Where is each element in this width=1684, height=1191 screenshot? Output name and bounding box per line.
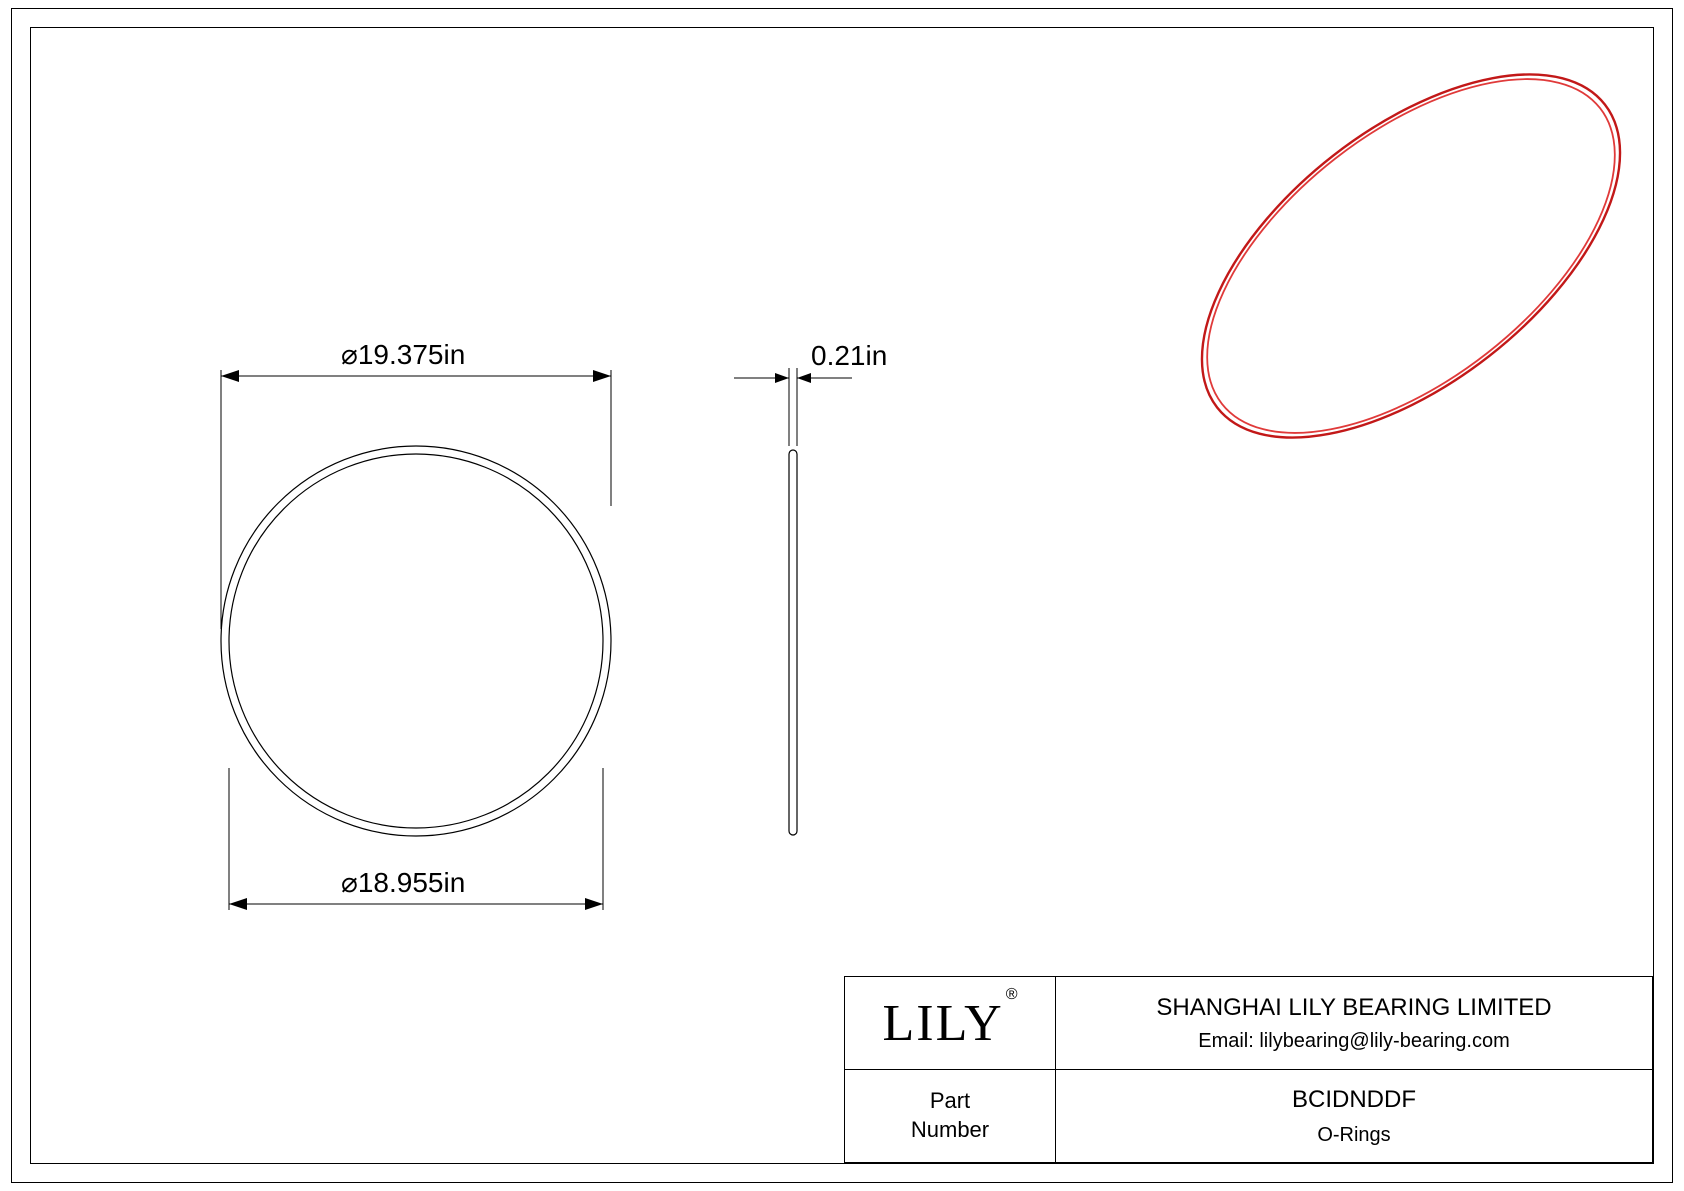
inner-frame: ⌀19.375in ⌀18.955in 0.21in LILY® SHANGHA… (30, 27, 1654, 1164)
part-number-value-cell: BCIDNDDF O-Rings (1056, 1070, 1653, 1163)
title-block-logo-cell: LILY® (845, 977, 1056, 1070)
company-name: SHANGHAI LILY BEARING LIMITED (1056, 990, 1652, 1026)
part-number: BCIDNDDF (1056, 1081, 1652, 1119)
part-number-label-line2: Number (845, 1116, 1055, 1145)
company-logo-text: LILY (883, 995, 1004, 1052)
part-number-label-cell: Part Number (845, 1070, 1056, 1163)
dimension-inner-diameter: ⌀18.955in (341, 866, 465, 899)
title-block-company-cell: SHANGHAI LILY BEARING LIMITED Email: lil… (1056, 977, 1653, 1070)
part-description: O-Rings (1056, 1119, 1652, 1151)
company-logo: LILY® (883, 994, 1018, 1053)
registered-icon: ® (1006, 986, 1020, 1003)
part-number-label-line1: Part (845, 1087, 1055, 1116)
title-block: LILY® SHANGHAI LILY BEARING LIMITED Emai… (844, 976, 1653, 1163)
dimension-outer-diameter: ⌀19.375in (341, 338, 465, 371)
company-email: Email: lilybearing@lily-bearing.com (1056, 1026, 1652, 1056)
dimension-thickness: 0.21in (811, 340, 887, 372)
